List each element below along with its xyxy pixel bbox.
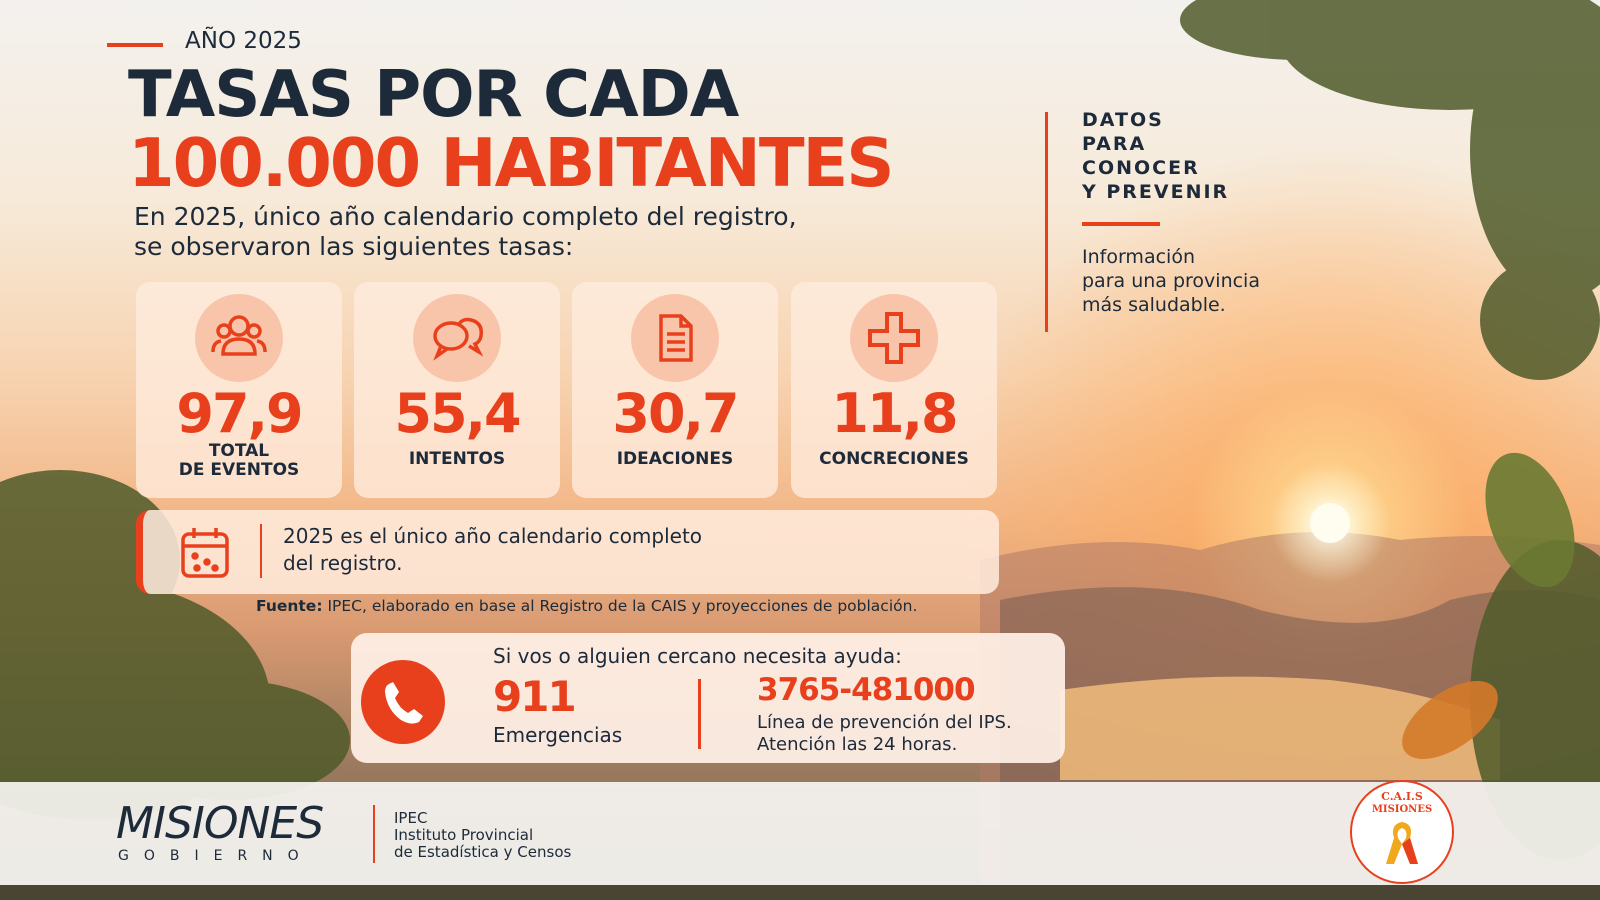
ipec-name: Instituto Provincial (394, 826, 534, 844)
help-prompt: Si vos o alguien cercano necesita ayuda: (493, 644, 902, 668)
stat-label: IDEACIONES (616, 449, 734, 469)
source-text: IPEC, elaborado en base al Registro de l… (327, 597, 918, 615)
side-text: más saludable. (1082, 294, 1226, 316)
ipec-name: de Estadística y Censos (394, 843, 572, 861)
cais-acronym: C.A.I.S (1381, 790, 1423, 803)
divider (698, 679, 701, 749)
accent-line (1082, 222, 1160, 226)
title: TASAS POR CADA (128, 58, 739, 132)
document-icon (659, 314, 693, 362)
source-label: Fuente: (256, 597, 323, 615)
icon-circle (631, 294, 719, 382)
phone-icon (361, 660, 445, 744)
help-box: Si vos o alguien cercano necesita ayuda:… (351, 633, 1065, 763)
note-text: del registro. (283, 551, 403, 575)
divider (260, 524, 262, 578)
cais-logo: C.A.I.S MISIONES (1350, 780, 1454, 884)
stat-value: 55,4 (394, 382, 521, 445)
stat-label: DE EVENTOS (178, 460, 300, 480)
phone-description: Línea de prevención del IPS. (757, 712, 1012, 733)
stat-card: 97,9 TOTAL DE EVENTOS (136, 282, 342, 498)
icon-circle (195, 294, 283, 382)
gobierno-logo-name: MISIONES (116, 798, 324, 849)
ipec-acronym: IPEC (394, 809, 428, 827)
title-highlight: 100.000 HABITANTES (128, 124, 895, 202)
chat-icon (433, 317, 484, 361)
stat-label: INTENTOS (408, 449, 506, 469)
side-heading: Y PREVENIR (1082, 181, 1230, 203)
cais-region: MISIONES (1371, 804, 1433, 815)
source: Fuente: IPEC, elaborado en base al Regis… (256, 597, 917, 615)
phone-description: Atención las 24 horas. (757, 734, 958, 755)
side-heading: DATOS (1082, 109, 1164, 131)
year-label: AÑO 2025 (185, 28, 302, 54)
icon-circle (413, 294, 501, 382)
phone-number: 911 (493, 672, 577, 721)
note-box: 2025 es el único año calendario completo… (136, 510, 999, 594)
accent-line (107, 43, 163, 47)
side-heading: CONOCER (1082, 157, 1200, 179)
stat-value: 11,8 (831, 382, 958, 445)
phone-description: Emergencias (493, 723, 623, 747)
stat-value: 97,9 (176, 382, 303, 445)
calendar-icon (181, 528, 229, 578)
side-heading: PARA (1082, 133, 1147, 155)
note-text: 2025 es el único año calendario completo (283, 524, 703, 548)
divider (373, 805, 375, 863)
stat-value: 30,7 (612, 382, 739, 445)
divider (1045, 112, 1048, 332)
gobierno-logo-subtitle: GOBIERNO (118, 848, 314, 864)
stat-label: CONCRECIONES (819, 449, 969, 469)
subtitle: En 2025, único año calendario completo d… (134, 202, 797, 231)
people-icon (211, 315, 267, 356)
side-text: para una provincia (1082, 270, 1260, 292)
cross-icon (868, 312, 920, 364)
stat-card: 30,7 IDEACIONES (572, 282, 778, 498)
subtitle: se observaron las siguientes tasas: (134, 232, 574, 261)
side-text: Información (1082, 246, 1195, 268)
ribbon-icon (1386, 822, 1418, 864)
stat-label: TOTAL (208, 441, 270, 461)
icon-circle (850, 294, 938, 382)
stat-card: 11,8 CONCRECIONES (791, 282, 997, 498)
phone-number: 3765-481000 (757, 672, 976, 708)
stat-card: 55,4 INTENTOS (354, 282, 560, 498)
